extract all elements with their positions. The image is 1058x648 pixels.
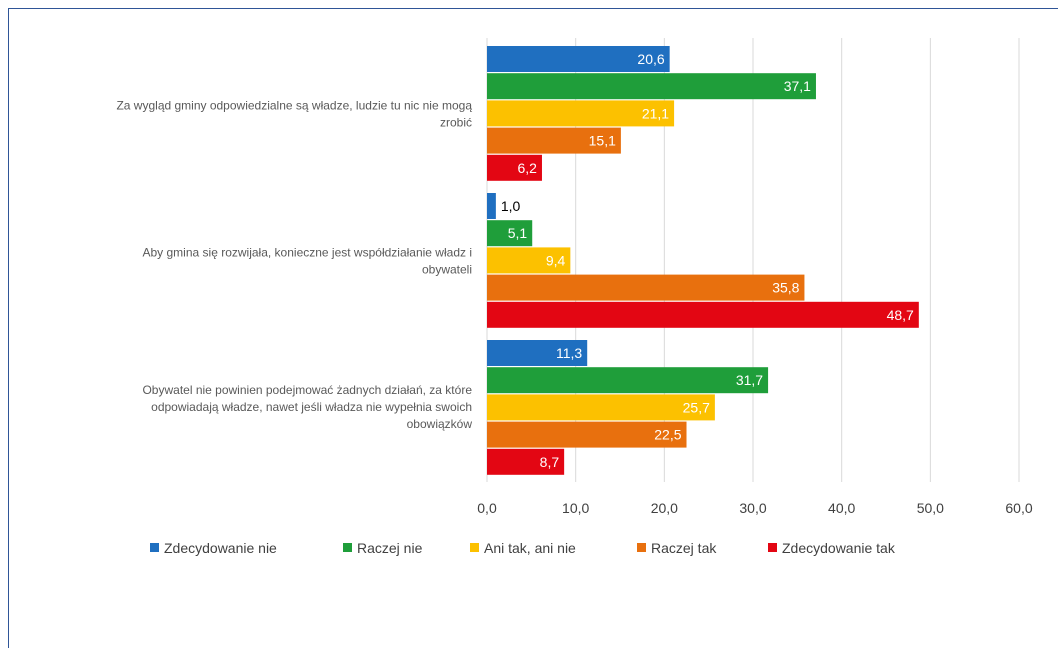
x-tick-label: 30,0 <box>739 500 766 516</box>
legend: Zdecydowanie nie Raczej nie Ani tak, ani n… <box>150 540 896 556</box>
legend-label: Ani tak, ani nie <box>484 540 576 556</box>
bar-chart: 20,6 37,1 21,1 15,1 6,2 1,0 5,1 9,4 35,8 48,7 11,3… <box>116 38 1033 556</box>
legend-label: Zdecydowanie tak <box>782 540 896 556</box>
x-tick-label: 50,0 <box>917 500 944 516</box>
chart-frame <box>8 8 1058 648</box>
bar <box>487 340 588 366</box>
data-label: 20,6 <box>637 51 664 67</box>
bar <box>487 421 687 448</box>
legend-label: Raczej tak <box>651 540 717 556</box>
bar <box>487 301 919 328</box>
legend-swatch <box>343 543 352 552</box>
bar <box>487 247 571 274</box>
bars-group: 20,6 37,1 21,1 15,1 6,2 1,0 5,1 9,4 35,8 48,7 11,3… <box>487 46 919 475</box>
category-label: Obywatel nie powinien podejmować żadnych… <box>142 383 472 397</box>
legend-swatch <box>150 543 159 552</box>
bar <box>487 367 769 394</box>
bar <box>487 394 715 421</box>
category-label: zrobić <box>440 116 472 130</box>
data-label: 9,4 <box>546 252 566 268</box>
bar <box>487 100 675 127</box>
axis-tick-labels: 0,0 10,0 20,0 30,0 40,0 50,0 60,0 <box>477 500 1033 516</box>
legend-label: Raczej nie <box>357 540 423 556</box>
legend-swatch <box>637 543 646 552</box>
data-label: 1,0 <box>501 198 521 214</box>
data-label: 37,1 <box>784 78 811 94</box>
bar <box>487 220 533 247</box>
data-label: 31,7 <box>736 372 763 388</box>
bar <box>487 193 496 219</box>
data-label: 15,1 <box>589 133 616 149</box>
data-label: 48,7 <box>887 307 914 323</box>
category-labels: Za wygląd gminy odpowiedzialne są władze… <box>116 99 472 432</box>
category-label: Aby gmina się rozwijała, konieczne jest … <box>143 246 473 260</box>
data-label: 6,2 <box>518 160 538 176</box>
bar <box>487 73 816 100</box>
legend-swatch <box>768 543 777 552</box>
category-label: obowiązków <box>407 417 473 431</box>
x-tick-label: 20,0 <box>651 500 678 516</box>
bar <box>487 46 670 72</box>
x-tick-label: 60,0 <box>1005 500 1032 516</box>
data-label: 25,7 <box>683 399 710 415</box>
bar <box>487 448 565 475</box>
x-tick-label: 40,0 <box>828 500 855 516</box>
data-label: 8,7 <box>540 454 560 470</box>
data-label: 21,1 <box>642 105 669 121</box>
x-tick-label: 0,0 <box>477 500 497 516</box>
data-label: 5,1 <box>508 225 528 241</box>
category-label: obywateli <box>422 263 472 277</box>
bar <box>487 274 805 301</box>
category-label: Za wygląd gminy odpowiedzialne są władze… <box>116 99 472 113</box>
legend-swatch <box>470 543 479 552</box>
data-label: 35,8 <box>772 280 799 296</box>
legend-label: Zdecydowanie nie <box>164 540 277 556</box>
bar <box>487 127 621 154</box>
x-tick-label: 10,0 <box>562 500 589 516</box>
category-label: odpowiadają władze, nawet jeśli władza n… <box>151 400 472 414</box>
data-label: 11,3 <box>556 345 582 361</box>
data-label: 22,5 <box>654 427 681 443</box>
bar <box>487 154 542 181</box>
